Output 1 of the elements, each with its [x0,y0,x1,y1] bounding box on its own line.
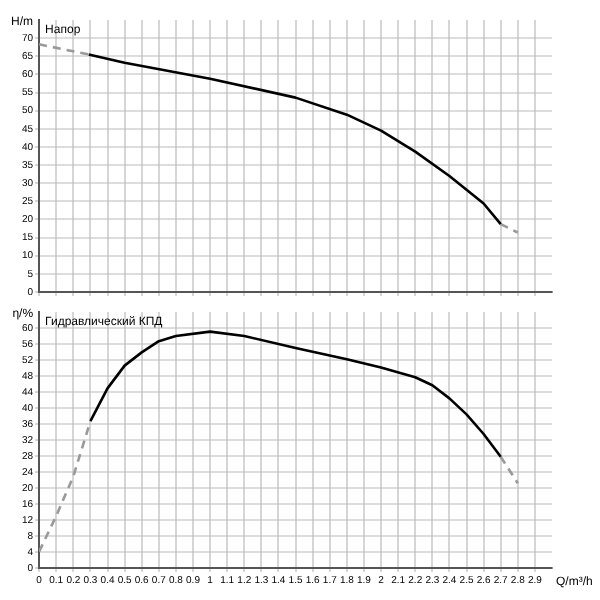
line-series [39,419,92,553]
